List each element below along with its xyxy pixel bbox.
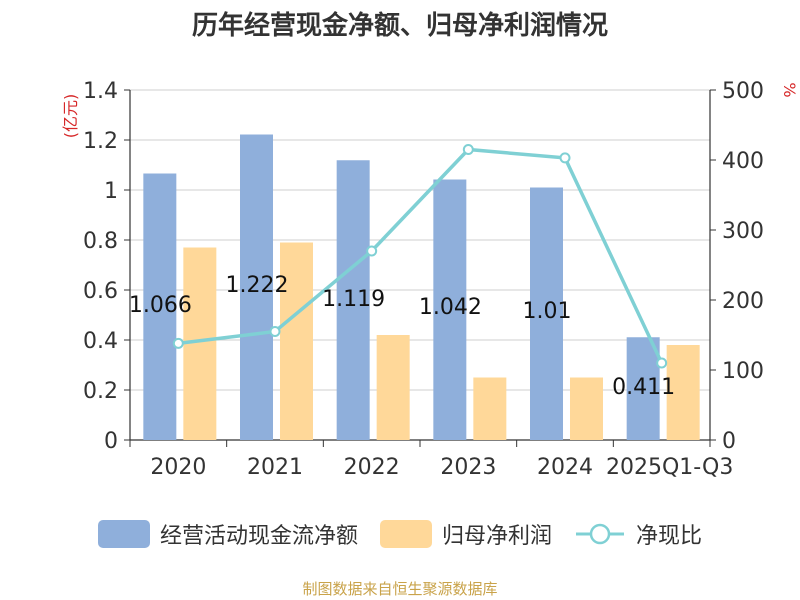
- legend-label-cash: 经营活动现金流净额: [159, 524, 358, 549]
- y-left-tick-label: 0.4: [83, 329, 118, 354]
- data-label-cash: 1.222: [226, 273, 289, 298]
- legend-item-profit[interactable]: 归母净利润: [379, 518, 552, 550]
- legend-item-cash[interactable]: 经营活动现金流净额: [97, 518, 358, 550]
- y-left-tick-label: 0.6: [83, 279, 118, 304]
- legend-swatch-cash: [97, 520, 150, 548]
- y-left-tick-label: 1.4: [83, 79, 118, 104]
- point-ratio: [366, 245, 378, 257]
- bar-profit: [280, 242, 313, 440]
- y-right-tick-label: 400: [722, 149, 764, 174]
- y-left-tick-label: 1.2: [83, 129, 118, 154]
- x-tick-label: 2024: [537, 455, 593, 480]
- x-tick-label: 2025Q1-Q3: [606, 455, 733, 480]
- data-label-cash: 1.042: [419, 295, 482, 320]
- bar-cash: [336, 160, 370, 440]
- line-ratio: [178, 147, 664, 364]
- bar-profit: [666, 345, 700, 440]
- x-tick-label: 2020: [150, 455, 206, 480]
- x-tick-label: 2021: [247, 455, 303, 480]
- y-right-tick-label: 0: [722, 429, 736, 454]
- point-ratio: [462, 144, 474, 155]
- point-ratio: [172, 337, 184, 349]
- x-tick-label: 2022: [344, 455, 400, 480]
- bar-cash: [530, 187, 563, 440]
- legend-swatch-profit: [379, 520, 432, 548]
- bar-profit: [376, 335, 410, 440]
- chart-plot: 0 0.2 0.4 0.6 0.8 1 1.2 1.4 0 100 200 300 400 500 (亿元)…: [61, 79, 799, 480]
- y-left-tick-label: 0: [104, 429, 118, 454]
- y-right-tick-label: 500: [722, 79, 764, 104]
- y-left-tick-label: 0.2: [83, 379, 118, 404]
- y-right-tick-label: 200: [722, 289, 764, 314]
- data-label-cash: 0.411: [612, 375, 675, 400]
- y-right-tick-label: 100: [722, 359, 764, 384]
- bar-cash: [433, 179, 467, 440]
- chart-title: 历年经营现金净额、归母净利润情况: [191, 11, 608, 41]
- point-ratio: [559, 152, 571, 164]
- bar-cash: [626, 337, 660, 440]
- point-ratio: [656, 357, 668, 369]
- y-left-tick-label: 1: [104, 179, 118, 204]
- x-tick-label: 2023: [440, 455, 496, 480]
- y-left-tick-label: 0.8: [83, 229, 118, 254]
- y-right-tick-label: 300: [722, 219, 764, 244]
- legend-swatch-ratio: [576, 523, 624, 545]
- bar-cash: [240, 134, 273, 440]
- bar-cash: [143, 173, 177, 440]
- y-left-unit-label: (亿元): [61, 94, 80, 139]
- data-label-cash: 1.119: [322, 287, 385, 312]
- y-right-unit-label: %: [780, 82, 799, 97]
- data-label-cash: 1.066: [129, 293, 192, 318]
- legend-marker-ratio: [589, 523, 611, 545]
- legend-label-profit: 归母净利润: [441, 524, 552, 549]
- chart-legend: 经营活动现金流净额 归母净利润 净现比: [0, 518, 800, 550]
- chart-source: 制图数据来自恒生聚源数据库: [302, 580, 498, 598]
- legend-item-ratio[interactable]: 净现比: [574, 518, 702, 550]
- bar-profit: [473, 377, 507, 440]
- point-ratio: [269, 326, 281, 337]
- data-label-cash: 1.01: [523, 299, 572, 324]
- bar-profit: [570, 377, 603, 440]
- legend-label-ratio: 净现比: [636, 524, 703, 549]
